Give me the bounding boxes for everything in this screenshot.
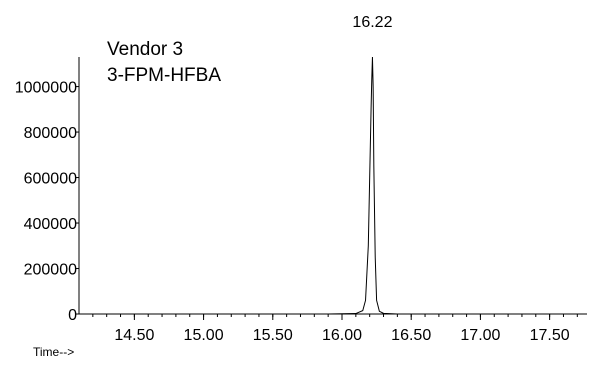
y-tick-label: 800000 [24, 125, 77, 142]
x-tick-label: 15.50 [253, 327, 293, 344]
annotation-compound: 3-FPM-HFBA [107, 65, 221, 86]
x-tick-label: 17.00 [460, 327, 500, 344]
y-tick-label: 200000 [24, 262, 77, 279]
y-tick-label: 1000000 [15, 80, 77, 97]
x-axis-caption: Time--> [33, 345, 75, 359]
y-tick-label: 600000 [24, 171, 77, 188]
x-tick-label: 14.50 [114, 327, 154, 344]
peak-label: 16.22 [352, 14, 392, 31]
annotation-vendor: Vendor 3 [107, 39, 184, 60]
y-tick-label: 0 [68, 307, 77, 324]
x-tick-label: 16.00 [322, 327, 362, 344]
x-tick-label: 17.50 [530, 327, 570, 344]
x-tick-label: 15.00 [184, 327, 224, 344]
x-tick-label: 16.50 [391, 327, 431, 344]
series-line [79, 56, 587, 315]
y-tick-label: 400000 [24, 216, 77, 233]
